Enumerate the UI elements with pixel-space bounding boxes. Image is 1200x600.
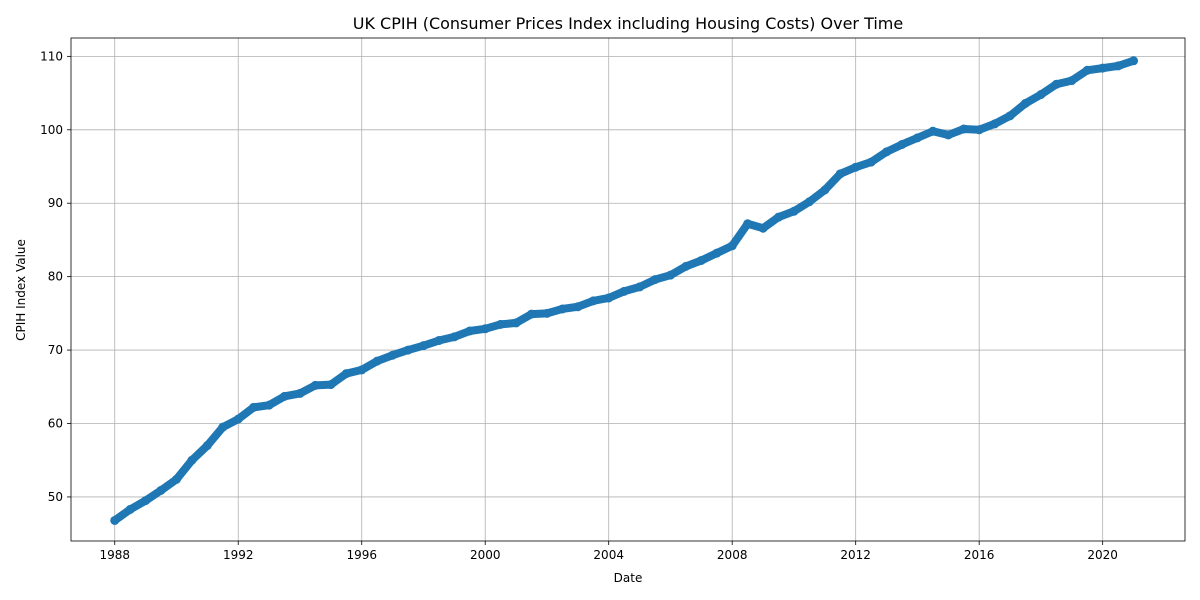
data-point	[774, 212, 784, 222]
axis-ticks: 1988 1992 1996 2000 2004 2008 2012 2016 2020 50 60…	[40, 49, 1118, 562]
data-point	[218, 422, 228, 432]
data-point	[588, 296, 598, 306]
data-point	[990, 119, 1000, 129]
x-tick-label: 1996	[346, 548, 377, 562]
y-tick-label: 110	[40, 49, 63, 63]
data-point	[465, 326, 475, 336]
data-point	[403, 345, 413, 355]
data-point	[1082, 65, 1092, 75]
data-point	[604, 293, 614, 303]
x-tick-label: 1992	[223, 548, 254, 562]
plot-frame	[70, 37, 1186, 542]
data-point	[511, 318, 521, 328]
data-point	[1129, 56, 1139, 66]
data-point	[1020, 98, 1030, 108]
data-point	[388, 350, 398, 360]
data-point	[959, 124, 969, 134]
data-point	[912, 133, 922, 143]
data-point	[341, 369, 351, 379]
data-point	[789, 206, 799, 216]
x-tick-label: 2000	[470, 548, 501, 562]
data-point	[851, 162, 861, 172]
x-tick-label: 2016	[964, 548, 995, 562]
data-point	[141, 496, 151, 506]
data-point	[125, 504, 135, 514]
data-point	[557, 304, 567, 314]
data-point	[897, 139, 907, 149]
data-point	[696, 255, 706, 265]
x-axis-label: Date	[614, 571, 643, 585]
data-point	[835, 169, 845, 179]
y-tick-label: 50	[48, 490, 63, 504]
data-point	[758, 223, 768, 233]
y-tick-label: 70	[48, 343, 63, 357]
data-point	[804, 197, 814, 207]
data-point	[156, 485, 166, 495]
data-point	[1098, 63, 1108, 73]
data-point	[665, 270, 675, 280]
data-point	[943, 130, 953, 140]
data-point	[928, 126, 938, 136]
data-point	[1036, 90, 1046, 100]
data-point	[681, 261, 691, 271]
data-point	[496, 319, 506, 329]
y-tick-label: 100	[40, 123, 63, 137]
data-point	[357, 365, 367, 375]
y-tick-label: 80	[48, 270, 63, 284]
data-point	[264, 400, 274, 410]
data-point	[449, 332, 459, 342]
data-point	[974, 125, 984, 135]
y-axis-label: CPIH Index Value	[14, 239, 28, 341]
data-point	[310, 380, 320, 390]
data-point	[233, 414, 243, 424]
data-point	[1051, 79, 1061, 89]
data-point	[480, 324, 490, 334]
data-point	[727, 241, 737, 251]
x-tick-label: 2012	[840, 548, 871, 562]
data-point	[743, 219, 753, 229]
data-point	[171, 474, 181, 484]
data-point	[882, 147, 892, 157]
data-point	[249, 402, 259, 412]
data-point	[1005, 111, 1015, 121]
x-tick-label: 2020	[1087, 548, 1118, 562]
data-point	[866, 157, 876, 167]
data-point	[573, 302, 583, 312]
x-tick-label: 2008	[717, 548, 748, 562]
data-point	[418, 341, 428, 351]
data-point	[619, 286, 629, 296]
data-point	[110, 515, 120, 525]
data-point	[434, 336, 444, 346]
data-point	[295, 388, 305, 398]
data-point	[712, 248, 722, 258]
chart-title: UK CPIH (Consumer Prices Index including…	[353, 14, 903, 33]
data-point	[635, 282, 645, 292]
data-point	[1113, 61, 1123, 71]
data-point	[202, 441, 212, 451]
data-point	[372, 356, 382, 366]
data-points	[110, 56, 1139, 525]
data-point	[650, 275, 660, 285]
x-tick-label: 2004	[593, 548, 624, 562]
y-tick-label: 60	[48, 417, 63, 431]
data-point	[1067, 76, 1077, 86]
data-point	[326, 380, 336, 390]
data-point	[527, 309, 537, 319]
data-point	[280, 391, 290, 401]
y-tick-label: 90	[48, 196, 63, 210]
x-tick-label: 1988	[99, 548, 130, 562]
grid	[71, 38, 1185, 541]
data-point	[542, 308, 552, 318]
data-point	[820, 185, 830, 195]
data-point	[187, 455, 197, 465]
